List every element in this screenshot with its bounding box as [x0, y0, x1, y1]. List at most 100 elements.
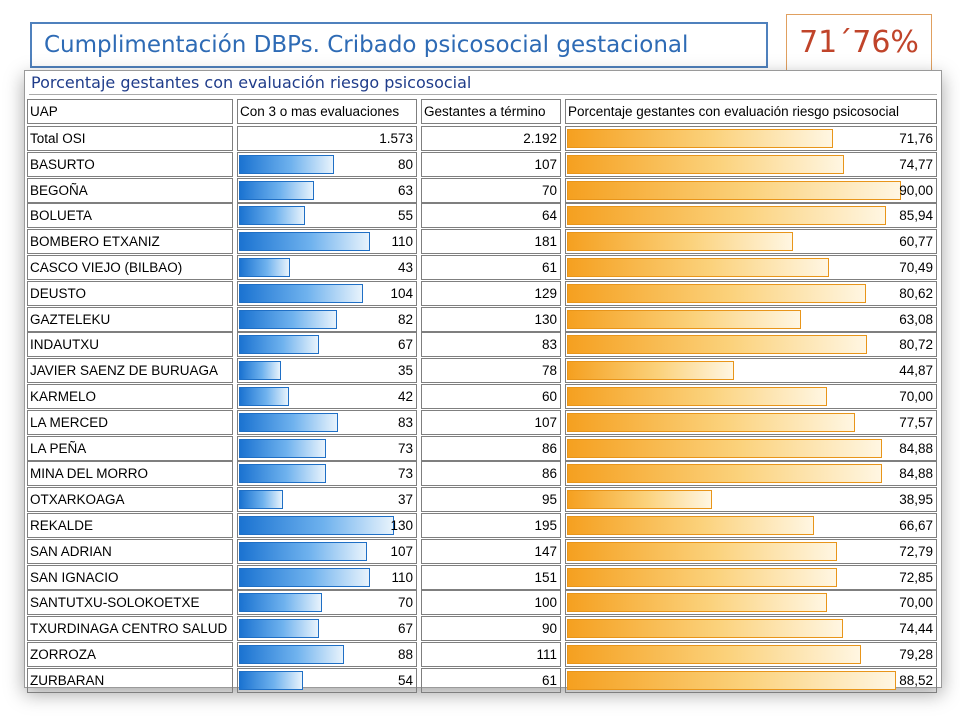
evaluations-cell: 82	[237, 306, 417, 332]
uap-name: SANTUTXU-SOLOKOETXE	[27, 590, 233, 616]
percent-bar	[567, 154, 844, 174]
percent-bar	[567, 464, 882, 484]
evaluations-bar	[239, 283, 363, 303]
term-value: 151	[534, 569, 557, 585]
evaluations-bar	[239, 335, 319, 355]
uap-name: ZORROZA	[27, 642, 233, 667]
table-row: LA PEÑA 73 86 84,88	[27, 435, 939, 462]
evaluations-cell: 104	[237, 280, 417, 306]
uap-name: MINA DEL MORRO	[27, 461, 233, 487]
term-cell: 64	[421, 203, 561, 229]
evaluations-value: 80	[397, 156, 413, 172]
percent-value: 70,00	[899, 389, 933, 404]
evaluations-value: 35	[397, 363, 413, 379]
evaluations-value: 73	[397, 466, 413, 482]
term-cell: 151	[421, 564, 561, 590]
term-value: 107	[534, 414, 557, 430]
evaluations-cell: 73	[237, 435, 417, 461]
term-cell: 107	[421, 151, 561, 177]
term-value: 61	[541, 672, 557, 688]
percent-value: 80,62	[899, 285, 933, 301]
evaluations-bar	[239, 593, 322, 613]
table-row: OTXARKOAGA 37 95 38,95	[27, 487, 939, 513]
evaluations-value: 110	[391, 569, 413, 585]
evaluations-bar	[239, 464, 326, 484]
percent-value: 74,77	[899, 156, 933, 172]
evaluations-bar	[239, 619, 319, 639]
percent-bar	[567, 361, 734, 381]
uap-name: LA PEÑA	[27, 435, 233, 461]
evaluations-value: 107	[390, 543, 413, 559]
percent-value: 38,95	[899, 492, 933, 508]
percent-value: 84,88	[899, 440, 933, 456]
percent-value: 70,00	[899, 595, 933, 611]
evaluations-value: 110	[391, 234, 413, 250]
term-cell: 2.192	[421, 126, 561, 151]
term-value: 64	[541, 208, 557, 224]
percent-bar	[567, 387, 827, 406]
chart-title: Porcentaje gestantes con evaluación ries…	[31, 73, 472, 92]
term-cell: 107	[421, 409, 561, 435]
percent-bar	[567, 645, 861, 664]
percent-cell: 80,72	[565, 332, 937, 358]
evaluations-bar	[239, 670, 303, 690]
evaluations-value: 54	[397, 672, 413, 688]
uap-name: OTXARKOAGA	[27, 487, 233, 513]
term-value: 100	[534, 595, 557, 611]
term-cell: 83	[421, 332, 561, 358]
evaluations-bar	[239, 438, 326, 458]
percent-value: 70,49	[899, 260, 933, 275]
uap-name: DEUSTO	[27, 280, 233, 306]
evaluations-bar	[239, 387, 289, 406]
percent-bar	[567, 180, 901, 200]
table-row: BEGOÑA 63 70 90,00	[27, 177, 939, 204]
term-value: 181	[534, 234, 557, 250]
evaluations-cell: 70	[237, 590, 417, 616]
percent-cell: 38,95	[565, 487, 937, 513]
uap-name: BOMBERO ETXANIZ	[27, 229, 233, 255]
table-row: KARMELO 42 60 70,00	[27, 384, 939, 410]
term-value: 95	[541, 492, 557, 508]
percent-value: 60,77	[899, 234, 933, 250]
evaluations-bar	[239, 309, 337, 329]
uap-name: CASCO VIEJO (BILBAO)	[27, 255, 233, 280]
term-value: 111	[536, 647, 557, 662]
table-row: INDAUTXU 67 83 80,72	[27, 332, 939, 358]
uap-name: ZURBARAN	[27, 667, 233, 693]
uap-name: BOLUETA	[27, 203, 233, 229]
percent-cell: 80,62	[565, 280, 937, 306]
term-cell: 181	[421, 229, 561, 255]
uap-name: REKALDE	[27, 513, 233, 538]
uap-name: INDAUTXU	[27, 332, 233, 358]
evaluations-value: 104	[390, 285, 413, 301]
evaluations-value: 37	[397, 492, 413, 508]
uap-name: TXURDINAGA CENTRO SALUD	[27, 616, 233, 642]
percent-value: 84,88	[899, 466, 933, 482]
term-value: 195	[534, 518, 557, 533]
evaluations-bar	[239, 180, 314, 200]
percent-bar	[567, 438, 882, 458]
percent-bar	[567, 412, 855, 432]
percent-cell: 66,67	[565, 513, 937, 538]
percent-cell: 88,52	[565, 667, 937, 693]
term-value: 129	[534, 285, 557, 301]
uap-name: SAN IGNACIO	[27, 564, 233, 590]
evaluations-bar	[239, 412, 338, 432]
percent-cell: 70,00	[565, 590, 937, 616]
percent-cell: 63,08	[565, 306, 937, 332]
evaluations-value: 1.573	[379, 131, 413, 146]
percent-bar	[567, 619, 843, 639]
table-row: ZORROZA 88 111 79,28	[27, 642, 939, 668]
term-cell: 78	[421, 358, 561, 384]
uap-name: BASURTO	[27, 151, 233, 177]
table-row: REKALDE 130 195 66,67	[27, 513, 939, 539]
percent-cell: 84,88	[565, 461, 937, 487]
column-header-uap: UAP	[27, 99, 233, 124]
term-cell: 60	[421, 384, 561, 409]
term-value: 61	[541, 260, 557, 275]
term-cell: 147	[421, 538, 561, 564]
term-cell: 61	[421, 667, 561, 693]
term-cell: 86	[421, 435, 561, 461]
table-row: GAZTELEKU 82 130 63,08	[27, 306, 939, 333]
percent-value: 79,28	[899, 647, 933, 662]
